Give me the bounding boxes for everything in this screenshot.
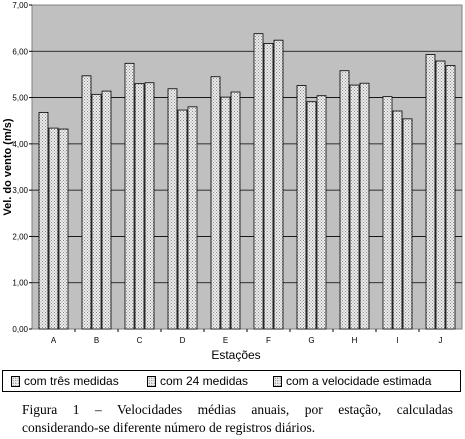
legend-swatch — [273, 375, 282, 387]
y-tick-label: 5,00 — [12, 94, 28, 103]
bar-G-series-2 — [306, 101, 317, 330]
bar-chart: 0,00 1,00 2,00 3,00 4,00 5,00 6,00 7,00 A B C D E F G… — [2, 1, 463, 362]
caption-line-1: Figura 1 – Velocidades médias anuais, po… — [22, 402, 453, 417]
bar-I-series-2 — [392, 110, 403, 330]
y-tick-label: 7,00 — [12, 1, 28, 10]
legend-label: com a velocidade estimada — [286, 374, 432, 388]
x-tick-label: B — [94, 336, 99, 345]
x-tick-label: A — [51, 336, 57, 345]
y-tick-label: 1,00 — [12, 279, 28, 288]
bars — [38, 33, 456, 330]
x-tick-label: C — [137, 336, 143, 345]
bar-G-series-3 — [316, 95, 327, 330]
bar-A-series-2 — [48, 127, 59, 330]
y-tick-label: 0,00 — [12, 325, 28, 334]
legend-item-estimated: com a velocidade estimada — [273, 374, 431, 388]
bar-E-series-1 — [210, 76, 221, 330]
bar-D-series-3 — [187, 106, 198, 330]
bar-J-series-2 — [435, 60, 446, 330]
x-axis-label: Estações — [211, 348, 260, 362]
bar-G-series-1 — [296, 85, 307, 330]
x-tick-label: H — [352, 336, 358, 345]
bar-D-series-1 — [167, 88, 178, 330]
x-tick-label: F — [266, 336, 271, 345]
y-axis-label: Vel. do vento (m/s) — [2, 118, 14, 216]
y-tick-label: 3,00 — [12, 186, 28, 195]
x-axis-ticks: A B C D E F G H I J — [51, 329, 443, 345]
bar-J-series-1 — [425, 54, 436, 330]
x-tick-label: D — [180, 336, 186, 345]
legend: com três medidas com 24 medidas com a ve… — [2, 370, 461, 392]
bar-A-series-1 — [38, 111, 49, 330]
x-tick-label: G — [308, 336, 314, 345]
x-tick-label: I — [396, 336, 398, 345]
bar-E-series-3 — [230, 91, 241, 330]
legend-item-24: com 24 medidas — [147, 374, 248, 388]
caption-line-2: considerando-se diferente número de regi… — [22, 420, 316, 435]
legend-swatch — [147, 375, 156, 387]
figure-caption: Figura 1 – Velocidades médias anuais, po… — [0, 401, 465, 437]
bar-E-series-2 — [220, 96, 231, 330]
bar-B-series-1 — [81, 75, 92, 330]
legend-item-three: com três medidas — [11, 374, 119, 388]
y-tick-label: 6,00 — [12, 47, 28, 56]
bar-A-series-3 — [58, 128, 69, 330]
bar-B-series-2 — [91, 93, 102, 330]
bar-D-series-2 — [177, 109, 188, 330]
bar-H-series-2 — [349, 84, 360, 330]
y-tick-label: 2,00 — [12, 232, 28, 241]
bar-C-series-2 — [134, 83, 145, 330]
bar-C-series-1 — [124, 62, 135, 330]
x-tick-label: J — [439, 336, 443, 345]
bar-I-series-1 — [382, 96, 393, 330]
bar-F-series-1 — [253, 33, 264, 330]
bar-C-series-3 — [144, 82, 155, 330]
bar-B-series-3 — [101, 90, 112, 330]
legend-swatch — [11, 375, 20, 387]
y-axis-ticks: 0,00 1,00 2,00 3,00 4,00 5,00 6,00 7,00 — [12, 1, 32, 334]
bar-J-series-3 — [445, 65, 456, 330]
y-tick-label: 4,00 — [12, 140, 28, 149]
bar-F-series-2 — [263, 43, 274, 330]
legend-label: com 24 medidas — [160, 374, 249, 388]
x-tick-label: E — [223, 336, 228, 345]
legend-label: com três medidas — [24, 374, 119, 388]
bar-F-series-3 — [273, 39, 284, 330]
bar-H-series-1 — [339, 70, 350, 330]
bar-H-series-3 — [359, 82, 370, 330]
bar-I-series-3 — [402, 118, 413, 330]
